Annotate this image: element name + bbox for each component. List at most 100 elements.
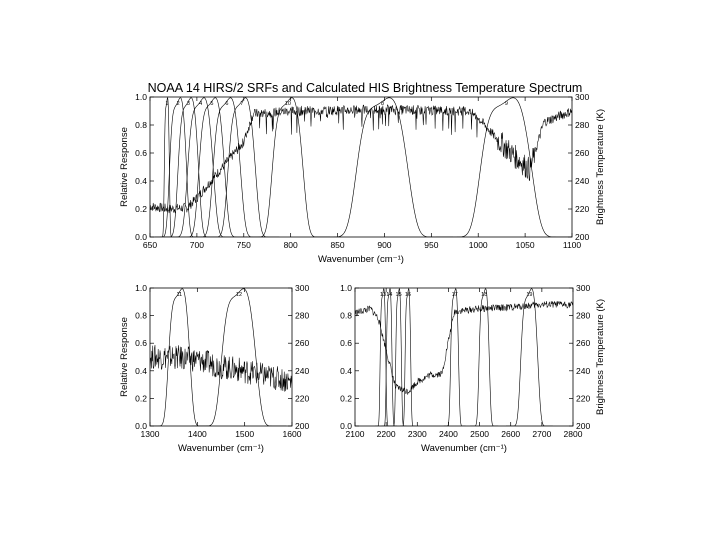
x-tick-label: 1050 <box>516 240 535 250</box>
y-tick-label-left: 0.6 <box>135 338 147 348</box>
srf-channel-7 <box>204 97 280 237</box>
y-tick-label-left: 1.0 <box>340 283 352 293</box>
channel-label-4: 4 <box>199 101 202 107</box>
channel-label-5: 5 <box>210 101 213 107</box>
channel-label-12: 12 <box>236 292 242 298</box>
channel-label-19: 19 <box>526 292 532 298</box>
plot-area <box>355 288 573 426</box>
x-tick-label: 900 <box>377 240 391 250</box>
x-tick-label: 2500 <box>470 429 489 439</box>
y-tick-label-right: 220 <box>295 393 309 403</box>
y-tick-label-left: 0.0 <box>135 421 147 431</box>
y-tick-label-left: 0.6 <box>340 338 352 348</box>
channel-label-7: 7 <box>240 101 243 107</box>
x-tick-label: 950 <box>424 240 438 250</box>
y-tick-label-left: 0.4 <box>340 366 352 376</box>
srf-channel-17 <box>443 288 466 426</box>
y-tick-label-right: 200 <box>576 421 590 431</box>
srf-channel-10 <box>245 97 331 237</box>
y-tick-label-right: 200 <box>575 232 589 242</box>
y-tick-label-left: 0.8 <box>340 311 352 321</box>
y-axis-label-top-right: Brightness Temperature (K) <box>595 109 606 225</box>
srf-channel-12 <box>191 288 287 426</box>
y-axis-label-bottom-left: Relative Response <box>119 317 130 397</box>
y-tick-label-left: 0.2 <box>135 204 147 214</box>
channel-label-2: 2 <box>177 101 180 107</box>
y-tick-label-right: 240 <box>575 176 589 186</box>
srf-channel-18 <box>470 288 499 426</box>
y-tick-label-right: 260 <box>295 338 309 348</box>
y-tick-label-right: 220 <box>576 393 590 403</box>
srf-channel-4 <box>165 97 236 237</box>
x-tick-label: 2600 <box>501 429 520 439</box>
y-tick-label-left: 0.6 <box>135 148 147 158</box>
y-tick-label-right: 260 <box>576 338 590 348</box>
x-tick-label: 1100 <box>563 240 582 250</box>
srf-channel-15 <box>390 288 407 426</box>
srf-channel-13 <box>375 288 391 426</box>
y-tick-label-right: 300 <box>295 283 309 293</box>
x-tick-label: 1600 <box>283 429 302 439</box>
x-tick-label: 650 <box>143 240 157 250</box>
srf-channel-19 <box>506 288 553 426</box>
x-tick-label: 2700 <box>532 429 551 439</box>
x-tick-label: 700 <box>190 240 204 250</box>
y-tick-label-right: 200 <box>295 421 309 431</box>
y-tick-label-right: 280 <box>295 311 309 321</box>
y-tick-label-left: 0.4 <box>135 176 147 186</box>
y-tick-label-right: 300 <box>576 283 590 293</box>
channel-label-13: 13 <box>380 292 386 298</box>
brightness-temperature-spectrum <box>150 104 572 214</box>
panel-bottom-right: Wavenumber (cm⁻¹) Brightness Temperature… <box>340 283 606 454</box>
channel-label-10: 10 <box>285 101 291 107</box>
channel-label-15: 15 <box>396 292 402 298</box>
x-tick-label: 800 <box>284 240 298 250</box>
y-tick-label-left: 0.2 <box>340 393 352 403</box>
x-tick-label: 2100 <box>346 429 365 439</box>
plot-area <box>150 97 572 237</box>
brightness-temperature-spectrum <box>355 300 573 395</box>
plot-frame-bottom-left <box>149 287 293 427</box>
y-tick-label-right: 240 <box>576 366 590 376</box>
channel-label-1: 1 <box>165 101 168 107</box>
y-axis-label-bottom-right: Brightness Temperature (K) <box>595 299 606 415</box>
panel-bottom-left: Wavenumber (cm⁻¹) Relative Response 1300… <box>119 283 309 454</box>
panel-top: Wavenumber (cm⁻¹) Relative Response Brig… <box>119 92 606 265</box>
x-axis-label-bottom-right: Wavenumber (cm⁻¹) <box>421 443 507 454</box>
y-tick-label-right: 300 <box>575 92 589 102</box>
y-tick-label-left: 1.0 <box>135 92 147 102</box>
figure-title: NOAA 14 HIRS/2 SRFs and Calculated HIS B… <box>148 81 583 95</box>
y-tick-label-right: 240 <box>295 366 309 376</box>
x-axis-label-bottom-left: Wavenumber (cm⁻¹) <box>178 443 264 454</box>
channel-label-14: 14 <box>386 292 392 298</box>
srf-channel-14 <box>381 288 398 426</box>
channel-label-16: 16 <box>405 292 411 298</box>
x-axis-label-top: Wavenumber (cm⁻¹) <box>318 254 404 265</box>
y-tick-label-left: 0.8 <box>135 311 147 321</box>
channel-label-6: 6 <box>225 101 228 107</box>
channel-label-17: 17 <box>452 292 458 298</box>
y-tick-label-left: 0.8 <box>135 120 147 130</box>
x-tick-label: 2200 <box>377 429 396 439</box>
srf-channel-16 <box>400 288 416 426</box>
channel-label-11: 11 <box>176 292 182 298</box>
srf-channel-8 <box>312 97 453 237</box>
x-tick-label: 1000 <box>469 240 488 250</box>
x-tick-label: 2800 <box>564 429 583 439</box>
x-tick-label: 1300 <box>141 429 160 439</box>
channel-label-18: 18 <box>481 292 487 298</box>
srf-channel-5 <box>176 97 248 237</box>
x-tick-label: 2400 <box>439 429 458 439</box>
x-tick-label: 1400 <box>188 429 207 439</box>
channel-label-9: 9 <box>505 101 508 107</box>
srf-channel-9 <box>436 97 572 237</box>
x-tick-label: 750 <box>237 240 251 250</box>
srf-channel-6 <box>189 97 265 237</box>
plot-frame-top <box>149 96 573 238</box>
brightness-temperature-spectrum <box>150 344 292 392</box>
x-tick-label: 1500 <box>235 429 254 439</box>
y-tick-label-right: 280 <box>575 120 589 130</box>
x-tick-label: 2300 <box>408 429 427 439</box>
y-tick-label-left: 0.2 <box>135 393 147 403</box>
